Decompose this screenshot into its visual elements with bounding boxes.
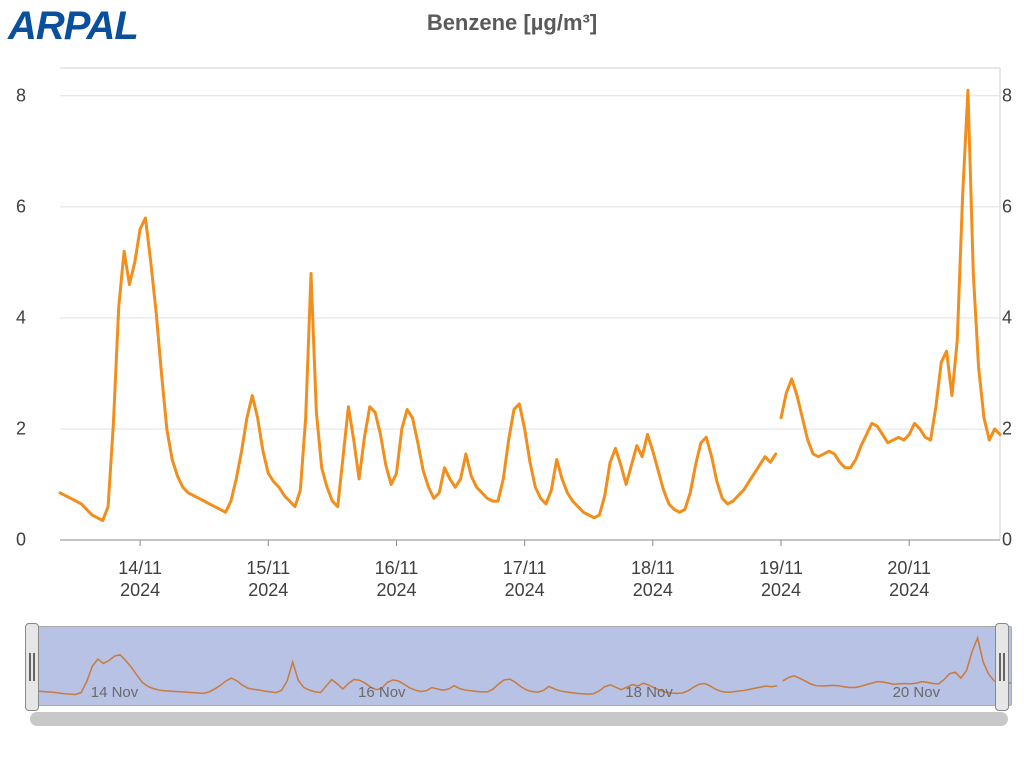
y-tick-right: 6 <box>1002 196 1022 217</box>
range-tick: 16 Nov <box>358 684 406 701</box>
y-tick-right: 0 <box>1002 530 1022 551</box>
range-scrollbar[interactable] <box>30 712 1008 726</box>
range-tick: 14 Nov <box>91 684 139 701</box>
chart-title: Benzene [µg/m³] <box>0 10 1024 36</box>
y-tick-left: 0 <box>6 530 26 551</box>
x-tick: 14/112024 <box>118 558 162 601</box>
y-tick-left: 2 <box>6 418 26 439</box>
x-axis-labels: 14/112024 15/112024 16/112024 17/112024 18/1… <box>30 558 1012 598</box>
x-tick: 19/112024 <box>759 558 803 601</box>
y-tick-left: 8 <box>6 85 26 106</box>
x-tick: 16/112024 <box>375 558 419 601</box>
x-tick: 15/112024 <box>246 558 290 601</box>
y-tick-right: 2 <box>1002 418 1022 439</box>
range-selector-mini-chart <box>31 627 1011 705</box>
range-tick: 20 Nov <box>893 684 941 701</box>
range-handle-left[interactable] <box>25 623 39 711</box>
y-tick-left: 4 <box>6 307 26 328</box>
y-tick-right: 4 <box>1002 307 1022 328</box>
x-tick: 18/112024 <box>631 558 675 601</box>
x-tick: 20/112024 <box>887 558 931 601</box>
y-tick-right: 8 <box>1002 85 1022 106</box>
y-tick-left: 6 <box>6 196 26 217</box>
range-selector[interactable]: 14 Nov 16 Nov 18 Nov 20 Nov <box>30 626 1012 706</box>
range-tick: 18 Nov <box>625 684 673 701</box>
benzene-line-chart <box>30 60 1012 548</box>
x-tick: 17/112024 <box>503 558 547 601</box>
range-handle-right[interactable] <box>995 623 1009 711</box>
